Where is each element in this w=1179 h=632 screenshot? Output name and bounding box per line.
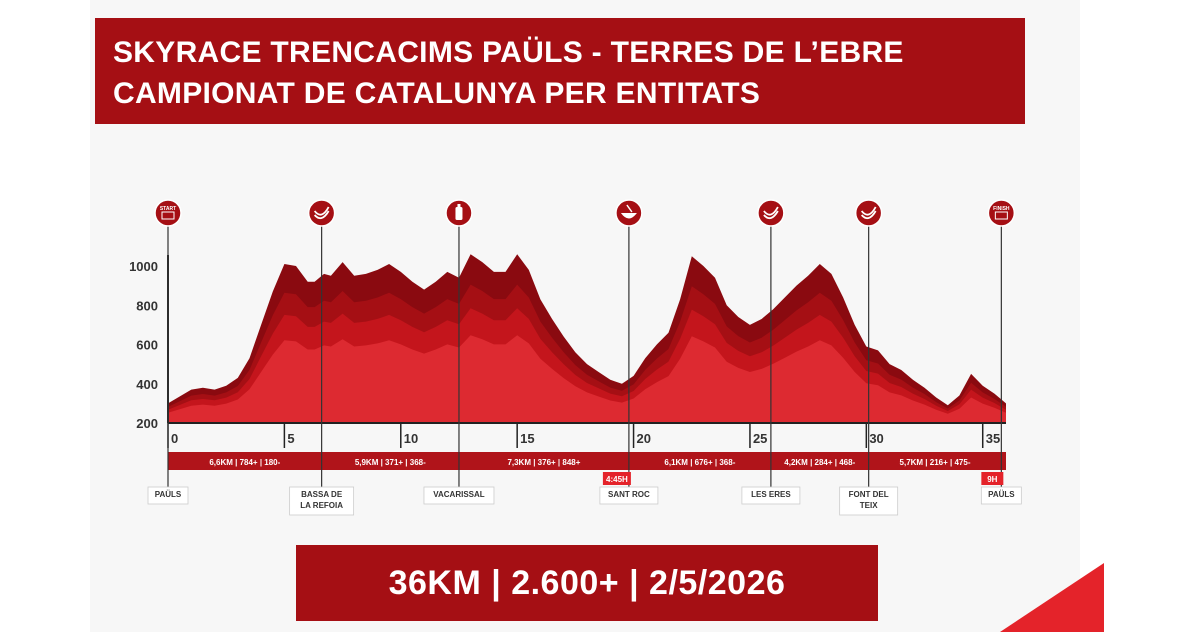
x-tick-label: 15: [520, 431, 534, 446]
location-label: PAÜLS: [988, 490, 1015, 499]
x-tick-label: 5: [287, 431, 294, 446]
y-tick-label: 400: [136, 377, 158, 392]
x-tick-label: 20: [637, 431, 651, 446]
segment-label: 6,6KM | 784+ | 180-: [209, 458, 280, 467]
x-tick-label: 35: [986, 431, 1000, 446]
y-tick-label: 1000: [129, 259, 158, 274]
x-tick-label: 10: [404, 431, 418, 446]
banana-icon: [854, 199, 883, 227]
x-tick-label: 0: [171, 431, 178, 446]
location-box: [147, 486, 189, 505]
soup-bowl-icon: [615, 199, 643, 227]
banana-icon: [307, 199, 336, 227]
profile-layer-4: [168, 335, 1006, 423]
location-box: [839, 486, 899, 516]
segment-bar: [168, 452, 1006, 470]
cutoff-badge: [981, 472, 1004, 485]
location-label: SANT ROC: [608, 490, 650, 499]
cutoff-label: 4:45H: [606, 475, 628, 484]
segment-label: 5,9KM | 371+ | 368-: [355, 458, 426, 467]
location-label: LES ERES: [751, 490, 791, 499]
segment-label: 4,2KM | 284+ | 468-: [784, 458, 855, 467]
y-tick-label: 600: [136, 338, 158, 353]
y-tick-label: 800: [136, 298, 158, 313]
x-tick-label: 25: [753, 431, 767, 446]
race-subtitle: CAMPIONAT DE CATALUNYA PER ENTITATS: [113, 77, 761, 110]
svg-text:FINISH: FINISH: [993, 206, 1010, 212]
start-flag-icon: START: [154, 199, 182, 227]
location-box: [741, 486, 801, 505]
race-summary-banner: 36KM | 2.600+ | 2/5/2026: [296, 545, 878, 621]
water-bottle-icon: [445, 199, 473, 227]
location-label: LA REFOIA: [300, 501, 343, 510]
location-label: TEIX: [860, 501, 878, 510]
location-label: FONT DEL: [849, 490, 889, 499]
location-label: BASSA DE: [301, 490, 343, 499]
race-title: SKYRACE TRENCACIMS PAÜLS - TERRES DE L’E…: [113, 36, 904, 69]
y-tick-label: 200: [136, 416, 158, 431]
location-box: [599, 486, 659, 505]
x-tick-label: 30: [869, 431, 883, 446]
finish-flag-icon: FINISH: [987, 199, 1016, 227]
segment-label: 6,1KM | 676+ | 368-: [664, 458, 735, 467]
location-label: PAÜLS: [155, 490, 182, 499]
segment-label: 7,3KM | 376+ | 848+: [507, 458, 580, 467]
svg-text:START: START: [160, 206, 176, 212]
location-box: [423, 486, 495, 505]
cutoff-badge: [602, 472, 631, 485]
location-label: VACARISSAL: [433, 490, 485, 499]
banana-icon: [757, 199, 785, 227]
location-box: [980, 486, 1022, 505]
title-banner: SKYRACE TRENCACIMS PAÜLS - TERRES DE L’E…: [95, 18, 1025, 124]
segment-label: 5,7KM | 216+ | 475-: [900, 458, 971, 467]
cutoff-label: 9H: [987, 475, 997, 484]
location-box: [289, 486, 355, 516]
